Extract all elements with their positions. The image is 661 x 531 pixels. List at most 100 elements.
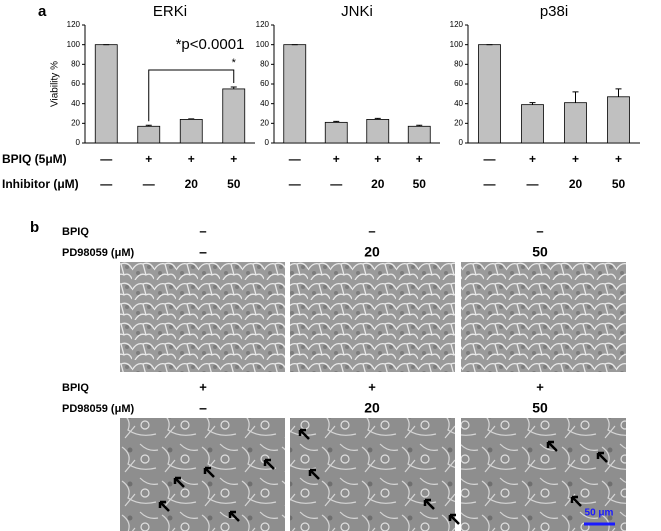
y-tick-label: 20 [260,118,269,127]
bpiq-cell: – [368,223,375,238]
y-tick-label: 120 [450,20,464,29]
bar [179,119,203,144]
condition-cell: — [100,177,112,191]
arrow [263,458,275,470]
bar [478,44,501,144]
condition-cell: — [330,177,342,191]
condition-cell: — [484,177,496,191]
bar [521,104,544,144]
condition-cell: + [188,152,195,166]
bpiq-cell: – [536,223,543,238]
chart-title: JNKi [341,3,373,20]
condition-cell: 20 [569,177,583,191]
y-tick-label: 20 [454,118,463,127]
condition-cell: + [333,152,340,166]
scale-bar-label: 50 μm [585,508,614,519]
pd-cell: – [199,400,207,416]
pd-cell: 50 [532,244,548,260]
pd-cell: – [199,244,207,260]
condition-cell: — [289,177,301,191]
condition-cell: — [484,152,496,166]
bar [607,96,630,144]
condition-cell: — [100,152,112,166]
y-tick-label: 40 [260,99,269,108]
arrow [203,466,215,478]
y-tick-label: 60 [454,79,463,88]
y-tick-label: 0 [265,138,270,147]
bracket [148,69,235,122]
bpiq-cell: + [199,379,207,394]
y-tick-label: 60 [71,79,80,88]
bar [283,44,307,144]
condition-label: BPIQ (5μM) [2,152,67,166]
condition-cell: 50 [413,177,427,191]
chart-title: p38i [540,3,568,20]
panel-label: a [38,3,47,20]
y-tick-label: 20 [71,118,80,127]
row-label: BPIQ [62,226,89,238]
arrow [546,440,558,452]
y-tick-label: 100 [256,40,270,49]
bpiq-cell: + [368,379,376,394]
error-bar [333,120,340,123]
error-bar [572,91,579,103]
y-tick-label: 60 [260,79,269,88]
error-bar [374,117,381,120]
condition-cell: + [529,152,536,166]
error-bar [145,124,152,127]
bar [94,44,118,144]
error-bar [230,86,237,89]
y-tick-label: 40 [454,99,463,108]
condition-cell: + [374,152,381,166]
row-label: PD98059 (μM) [62,403,134,415]
micrograph [120,262,285,372]
y-tick-label: 120 [256,20,270,29]
arrow [308,468,320,480]
arrow [298,428,310,440]
condition-cell: 50 [612,177,626,191]
condition-cell: — [143,177,155,191]
error-bar [416,124,423,127]
bar [324,121,348,144]
y-axis-label: Viability % [50,61,61,107]
condition-cell: + [615,152,622,166]
annotation: * [232,57,237,69]
arrow [448,513,460,525]
condition-cell: — [289,152,301,166]
y-tick-label: 80 [260,59,269,68]
bar [366,119,390,144]
error-bar [529,102,536,105]
condition-label: Inhibitor (μM) [2,177,79,191]
condition-cell: 50 [227,177,241,191]
condition-cell: + [572,152,579,166]
arrow [173,476,185,488]
pd-cell: 20 [364,400,380,416]
bar [407,125,431,144]
annotation: *p<0.0001 [176,36,245,53]
arrow [596,451,608,463]
chart-title: ERKi [153,3,187,20]
micrograph [290,418,455,531]
condition-cell: 20 [185,177,199,191]
y-tick-label: 100 [67,40,81,49]
micrograph [290,262,455,372]
condition-cell: + [230,152,237,166]
y-tick-label: 40 [71,99,80,108]
micrograph [461,418,626,531]
panel-label: b [30,219,39,236]
condition-cell: — [527,177,539,191]
micrograph [461,262,626,372]
micrograph [120,418,285,531]
bpiq-cell: + [536,379,544,394]
y-tick-label: 0 [76,138,81,147]
y-tick-label: 120 [67,20,81,29]
y-tick-label: 0 [459,138,464,147]
bar [564,102,587,144]
row-label: BPIQ [62,382,89,394]
bar [137,125,161,144]
pd-cell: 50 [532,400,548,416]
condition-cell: 20 [371,177,385,191]
y-tick-label: 80 [454,59,463,68]
condition-cell: + [145,152,152,166]
